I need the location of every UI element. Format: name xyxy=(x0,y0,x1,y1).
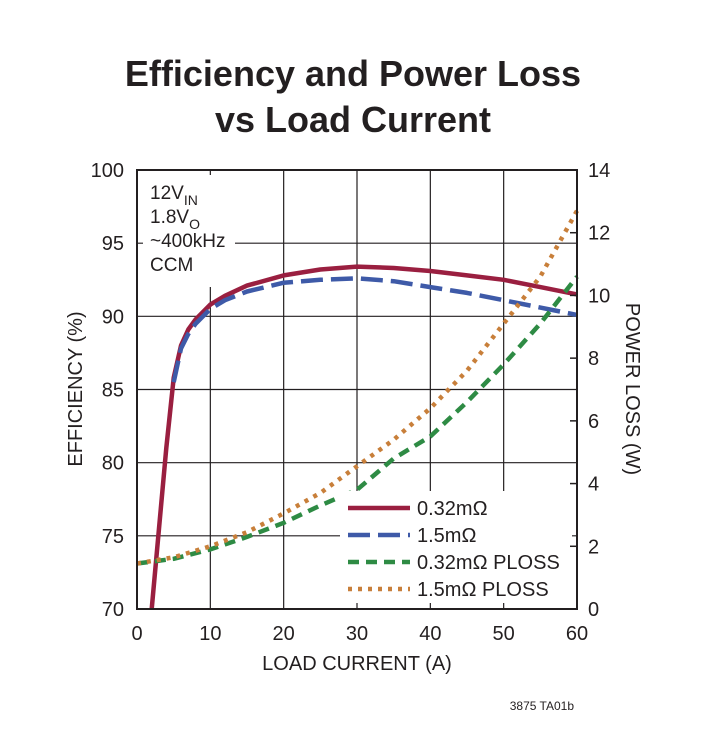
y-right-tick-label: 12 xyxy=(588,223,610,245)
annotation-line: ~400kHz xyxy=(150,231,226,252)
axis-ticks: 0 10 20 30 40 50 60 70 75 80 85 90 95 100 0 2 4 6 8 10 12 14 xyxy=(91,160,611,645)
chart-title: Efficiency and Power Loss vs Load Curren… xyxy=(125,53,581,140)
x-tick-label: 60 xyxy=(566,623,588,645)
plot-series xyxy=(136,209,579,610)
y-axis-right-label: POWER LOSS (W) xyxy=(621,303,643,475)
annotation-line: CCM xyxy=(150,255,193,276)
y-left-tick-label: 70 xyxy=(102,599,124,621)
x-tick-label: 10 xyxy=(199,623,221,645)
legend-label: 0.32mΩ xyxy=(417,498,488,520)
annotation-line: 12VIN xyxy=(150,183,198,208)
y-left-tick-label: 75 xyxy=(102,526,124,548)
legend-label: 0.32mΩ PLOSS xyxy=(417,552,560,574)
y-right-tick-label: 14 xyxy=(588,160,610,182)
legend-label: 1.5mΩ PLOSS xyxy=(417,579,549,601)
y-axis-left-label: EFFICIENCY (%) xyxy=(65,311,87,466)
x-tick-label: 0 xyxy=(131,623,142,645)
y-right-tick-label: 10 xyxy=(588,285,610,307)
y-left-tick-label: 100 xyxy=(91,160,124,182)
series-line-4 xyxy=(136,209,579,566)
y-right-tick-label: 2 xyxy=(588,536,599,558)
x-axis-label: LOAD CURRENT (A) xyxy=(262,653,452,675)
y-left-tick-label: 85 xyxy=(102,380,124,402)
y-right-tick-label: 0 xyxy=(588,599,599,621)
y-left-tick-label: 80 xyxy=(102,453,124,475)
legend-label: 1.5mΩ xyxy=(417,525,476,547)
x-tick-label: 30 xyxy=(346,623,368,645)
x-tick-label: 40 xyxy=(419,623,441,645)
figure-code: 3875 TA01b xyxy=(510,699,575,713)
y-right-tick-label: 4 xyxy=(588,474,599,496)
y-right-tick-label: 8 xyxy=(588,348,599,370)
y-left-tick-label: 90 xyxy=(102,306,124,328)
x-tick-label: 20 xyxy=(273,623,295,645)
annotation-line: 1.8VO xyxy=(150,207,200,232)
x-tick-label: 50 xyxy=(493,623,515,645)
y-left-tick-label: 95 xyxy=(102,233,124,255)
legend: 0.32mΩ 1.5mΩ 0.32mΩ PLOSS 1.5mΩ PLOSS xyxy=(340,491,572,603)
series-line-3 xyxy=(136,275,579,566)
annotation-background xyxy=(143,175,235,287)
series-line-2 xyxy=(171,276,578,383)
y-right-tick-label: 6 xyxy=(588,411,599,433)
chart-title-line-1: Efficiency and Power Loss xyxy=(125,53,581,94)
chart-title-line-2: vs Load Current xyxy=(215,99,491,140)
plot-frame xyxy=(136,169,578,610)
